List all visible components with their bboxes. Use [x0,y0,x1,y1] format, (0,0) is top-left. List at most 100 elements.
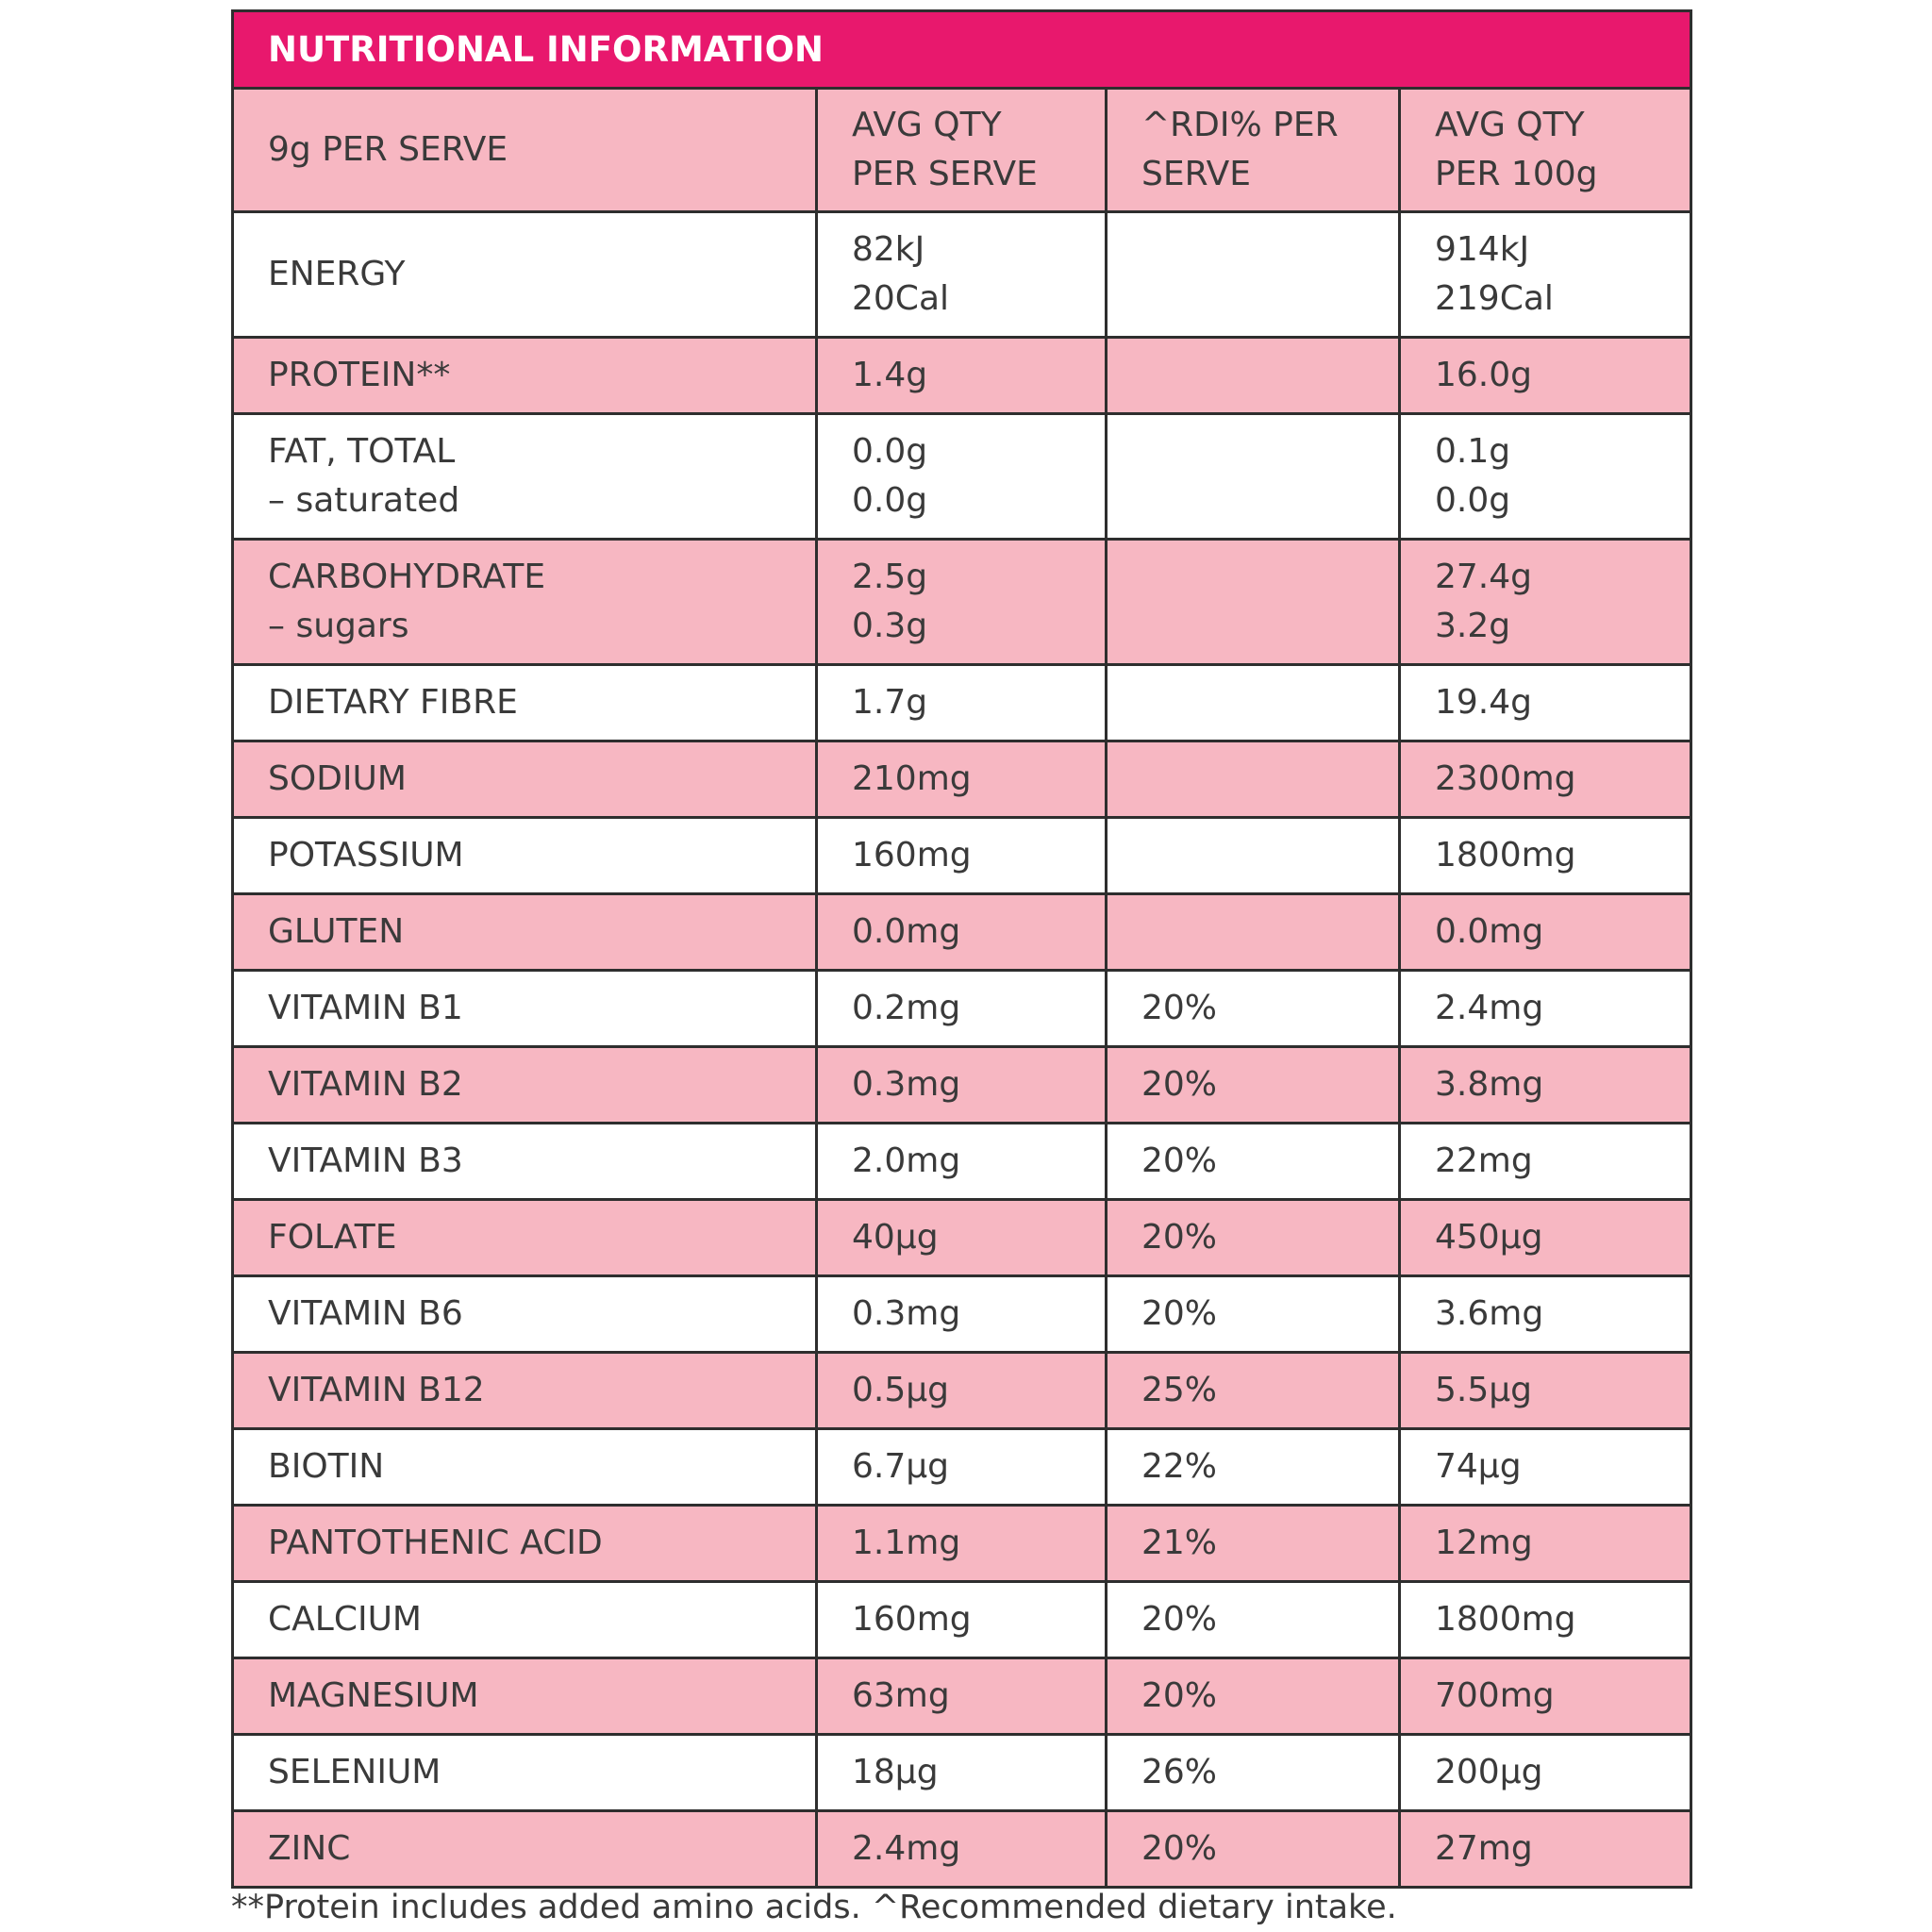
nutrient-row: POTASSIUM 160mg 1800mg [231,816,1693,895]
nutrient-value: 20% [1105,969,1401,1048]
nutrient-name: VITAMIN B6 [231,1274,818,1354]
nutrient-value: 1800mg [1397,1580,1693,1659]
nutrient-value [1105,892,1401,972]
nutrient-name: SELENIUM [231,1733,818,1812]
nutrient-value: 1800mg [1397,816,1693,895]
cell-line: 0.0g [852,481,928,520]
nutrient-name: ENERGY [231,210,818,339]
nutrient-value: 160mg [815,816,1108,895]
nutrient-value: 914kJ 219Cal [1397,210,1693,339]
nutrient-row: VITAMIN B2 0.3mg 20% 3.8mg [231,1045,1693,1124]
cell-line: – saturated [268,481,460,520]
nutrient-value: 200µg [1397,1733,1693,1812]
nutrient-value: 21% [1105,1504,1401,1583]
cell-line: PER 100g [1435,155,1598,193]
nutrient-value: 20% [1105,1657,1401,1736]
nutrient-row: PANTOTHENIC ACID 1.1mg 21% 12mg [231,1504,1693,1583]
nutrient-value: 5.5µg [1397,1351,1693,1430]
nutrient-value: 210mg [815,740,1108,819]
nutrient-value [1105,412,1401,541]
footnote: **Protein includes added amino acids. ^R… [231,1889,1397,1926]
nutrient-value: 20% [1105,1122,1401,1201]
nutrient-row: CALCIUM 160mg 20% 1800mg [231,1580,1693,1659]
nutrient-value: 2.0mg [815,1122,1108,1201]
nutrient-name: POTASSIUM [231,816,818,895]
nutrient-row: FAT, TOTAL – saturated 0.0g 0.0g 0.1g 0.0g [231,412,1693,541]
nutrient-value: 0.3mg [815,1274,1108,1354]
cell-line: – sugars [268,607,409,645]
nutrient-row: FOLATE 40µg 20% 450µg [231,1198,1693,1277]
nutrient-value: 20% [1105,1045,1401,1124]
title-row: NUTRITIONAL INFORMATION [230,9,1693,90]
cell-line: FAT, TOTAL [268,432,456,471]
nutrient-row: PROTEIN** 1.4g 16.0g [231,336,1693,415]
nutrient-row: VITAMIN B3 2.0mg 20% 22mg [231,1122,1693,1201]
nutrient-name: FAT, TOTAL – saturated [231,412,818,541]
nutrient-row: SODIUM 210mg 2300mg [231,740,1693,819]
nutrient-value: 1.1mg [815,1504,1108,1583]
nutrient-value: 700mg [1397,1657,1693,1736]
column-header: ^RDI% PER SERVE [1105,87,1401,213]
nutrient-row: DIETARY FIBRE 1.7g 19.4g [231,663,1693,742]
nutrient-name: PANTOTHENIC ACID [231,1504,818,1583]
nutrient-value: 0.5µg [815,1351,1108,1430]
cell-line: AVG QTY [852,106,1002,144]
nutrient-value [1105,336,1401,415]
cell-line: 0.1g [1435,432,1511,471]
nutrient-row: VITAMIN B6 0.3mg 20% 3.6mg [231,1274,1693,1354]
nutrient-value: 20% [1105,1274,1401,1354]
nutrient-value: 3.6mg [1397,1274,1693,1354]
cell-line: 27.4g [1435,558,1533,596]
nutrition-table: NUTRITIONAL INFORMATION 9g PER SERVE AVG … [230,9,1693,1889]
column-header: AVG QTY PER SERVE [815,87,1108,213]
cell-line: ^RDI% PER [1141,106,1339,144]
nutrient-row: ZINC 2.4mg 20% 27mg [231,1809,1693,1889]
cell-line: PER SERVE [852,155,1038,193]
cell-line: 20Cal [852,279,950,318]
nutrient-name: BIOTIN [231,1427,818,1507]
nutrient-value: 2.5g 0.3g [815,538,1108,666]
column-header: 9g PER SERVE [231,87,818,213]
header-row: 9g PER SERVE AVG QTY PER SERVE ^RDI% PER SER… [231,87,1693,213]
nutrient-name: ZINC [231,1809,818,1889]
nutrient-row: VITAMIN B12 0.5µg 25% 5.5µg [231,1351,1693,1430]
nutrient-value: 0.0mg [1397,892,1693,972]
nutrient-value: 22% [1105,1427,1401,1507]
nutrient-value: 19.4g [1397,663,1693,742]
nutrient-row: MAGNESIUM 63mg 20% 700mg [231,1657,1693,1736]
nutrient-value: 20% [1105,1198,1401,1277]
nutrient-value: 0.2mg [815,969,1108,1048]
nutrient-value: 1.7g [815,663,1108,742]
nutrient-name: VITAMIN B12 [231,1351,818,1430]
cell-line: AVG QTY [1435,106,1585,144]
nutrient-value: 40µg [815,1198,1108,1277]
nutrient-value: 16.0g [1397,336,1693,415]
cell-line: 0.0g [852,432,928,471]
nutrient-value: 2.4mg [815,1809,1108,1889]
nutrient-value: 27.4g 3.2g [1397,538,1693,666]
nutrient-name: DIETARY FIBRE [231,663,818,742]
nutrient-value: 0.0mg [815,892,1108,972]
cell-line: CARBOHYDRATE [268,558,546,596]
nutrient-name: MAGNESIUM [231,1657,818,1736]
nutrient-value: 27mg [1397,1809,1693,1889]
nutrient-value [1105,663,1401,742]
column-header: AVG QTY PER 100g [1397,87,1693,213]
nutrient-row: GLUTEN 0.0mg 0.0mg [231,892,1693,972]
cell-line: 82kJ [852,230,925,269]
cell-line: 3.2g [1435,607,1511,645]
cell-line: SERVE [1141,155,1252,193]
cell-line: 219Cal [1435,279,1554,318]
nutrient-value: 0.1g 0.0g [1397,412,1693,541]
cell-line: 0.3g [852,607,928,645]
nutrient-row: BIOTIN 6.7µg 22% 74µg [231,1427,1693,1507]
cell-line: 0.0g [1435,481,1511,520]
cell-line: 2.5g [852,558,928,596]
nutrient-name: PROTEIN** [231,336,818,415]
nutrient-value: 74µg [1397,1427,1693,1507]
nutrient-name: VITAMIN B2 [231,1045,818,1124]
nutrient-value: 18µg [815,1733,1108,1812]
nutrient-row: ENERGY 82kJ 20Cal 914kJ 219Cal [231,210,1693,339]
nutrient-name: GLUTEN [231,892,818,972]
